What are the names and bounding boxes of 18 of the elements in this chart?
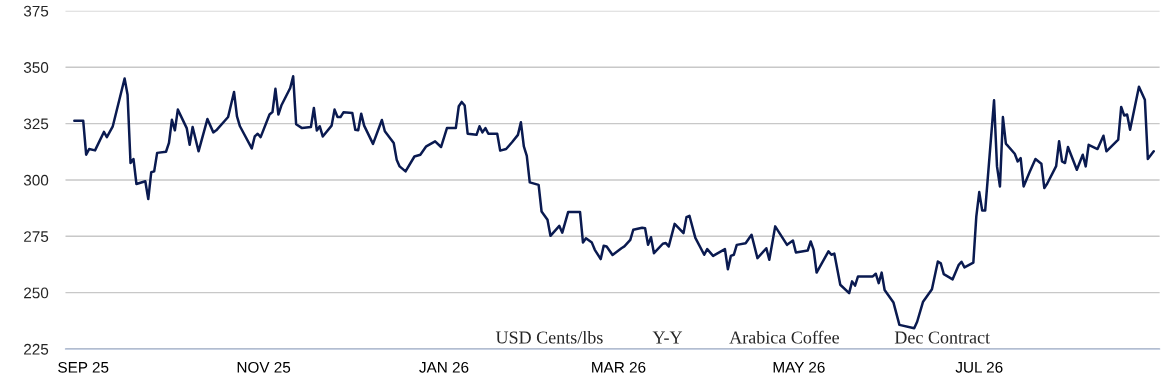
annotation: USD Cents/lbs [495, 330, 603, 344]
x-tick-label: JUL 26 [955, 361, 1003, 373]
line-series [73, 74, 1155, 330]
y-tick-label: 250 [24, 287, 49, 299]
y-tick-label: 325 [23, 118, 49, 130]
annotation: Dec Contract [894, 331, 990, 344]
annotation: Arabica Coffee [729, 330, 839, 344]
x-tick-label: MAR 26 [592, 361, 646, 373]
x-tick-label: JAN 26 [419, 361, 469, 373]
y-tick-label: 300 [23, 174, 49, 186]
y-tick-label: 225 [24, 343, 49, 355]
annotation: Y-Y [652, 331, 683, 344]
y-tick-label: 350 [23, 62, 49, 73]
x-tick-label: MAY 26 [773, 361, 825, 373]
y-tick-label: 275 [24, 231, 49, 242]
y-tick-label: 375 [23, 5, 49, 17]
x-tick-label: NOV 25 [237, 361, 291, 373]
x-tick-label: SEP 25 [58, 361, 109, 373]
